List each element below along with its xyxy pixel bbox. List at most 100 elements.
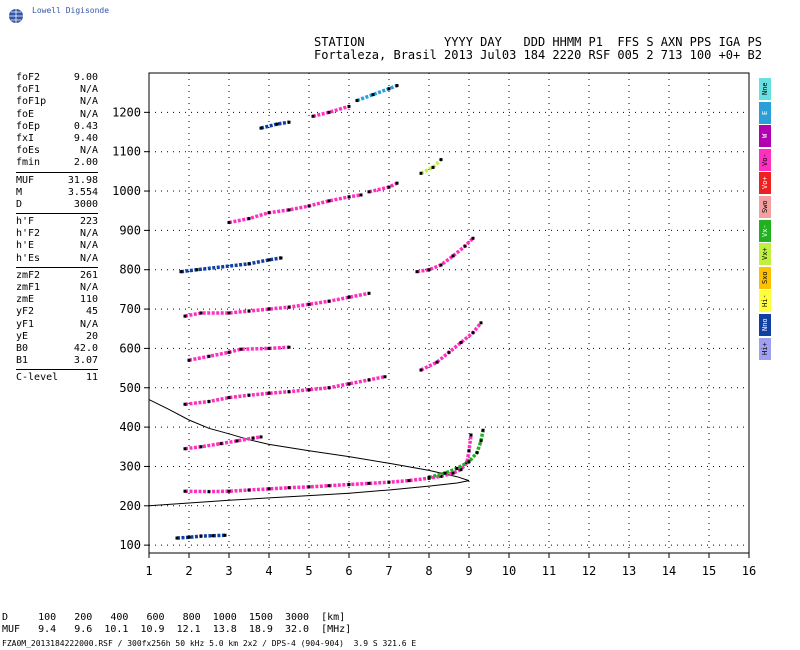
param-name: B0	[16, 342, 29, 354]
param-row: C-level 11	[2, 372, 98, 384]
param-value: N/A	[79, 228, 98, 240]
trace-point	[415, 270, 419, 274]
param-row: foE N/A	[2, 109, 98, 121]
trace-point	[275, 122, 279, 126]
param-separator	[16, 369, 98, 371]
trace-point	[311, 114, 315, 118]
trace-echo-470	[183, 374, 387, 407]
param-value: N/A	[79, 96, 98, 108]
trace-point	[251, 436, 255, 440]
trace-point	[327, 299, 331, 303]
legend-item-vx-: Vx-	[759, 219, 771, 242]
y-tick-label: 600	[119, 341, 141, 355]
param-name: zmF1	[16, 282, 41, 293]
trace-point	[207, 354, 211, 358]
trace-line	[184, 374, 386, 407]
curve-profile-lower	[148, 480, 470, 507]
legend-item-hi-: Hi+	[759, 337, 771, 360]
x-tick-label: 3	[225, 564, 232, 578]
x-tick-label: 15	[702, 564, 716, 578]
axis-ticks: 1 2 3 4 5 6 7 8 9 10 11 12 13 14 15 1610020030040050060…	[112, 105, 756, 578]
param-name: foF1p	[16, 96, 47, 108]
param-name: D	[16, 198, 23, 210]
param-value: 9.00	[73, 72, 98, 83]
trace-point	[387, 185, 391, 189]
muf-value-row: MUF 9.4 9.6 10.1 10.9 12.1 13.8 18.9 32.…	[2, 624, 352, 635]
trace-point	[467, 449, 471, 453]
trace-point	[475, 451, 479, 455]
trace-point	[407, 479, 411, 483]
trace-point	[183, 447, 187, 451]
legend-item-hi-: Hi-	[759, 290, 771, 313]
trace-e-echo	[175, 533, 227, 540]
param-name: zmF2	[16, 269, 41, 281]
trace-echo-920	[227, 193, 363, 225]
trace-point	[431, 165, 435, 169]
trace-point	[427, 475, 431, 479]
trace-point	[247, 262, 251, 266]
param-name: h'Es	[16, 252, 41, 264]
y-tick-label: 1100	[112, 145, 141, 159]
muf-table: D 100 200 400 600 800 1000 1500 3000 [km…	[2, 612, 351, 636]
trace-point	[481, 428, 485, 432]
trace-point	[267, 487, 271, 491]
param-row: B0 42.0	[2, 343, 98, 355]
header-line-2: Fortaleza, Brasil 2013 Jul03 184 2220 RS…	[314, 48, 762, 62]
param-value: N/A	[79, 318, 98, 330]
x-tick-label: 13	[622, 564, 636, 578]
x-tick-label: 9	[465, 564, 472, 578]
trace-point	[387, 480, 391, 484]
trace-point	[199, 534, 203, 538]
trace-point	[459, 468, 463, 472]
param-row: MUF 31.98	[2, 175, 98, 187]
param-value: N/A	[79, 108, 98, 120]
trace-point	[207, 490, 211, 494]
trace-echo-800	[179, 256, 283, 274]
trace-point	[287, 120, 291, 124]
logo-text: Lowell Digisonde	[32, 6, 110, 15]
param-value: N/A	[79, 145, 98, 157]
trace-point	[479, 321, 483, 325]
trace-point	[259, 435, 263, 439]
legend-item-vx-: Vx+	[759, 243, 771, 266]
trace-echo-1050-hi	[419, 158, 443, 175]
legend: Nne E W Vo- Vo+ Swo Vx- Vx+ Sxo Hi- Nno Hi+	[759, 78, 771, 361]
trace-point	[259, 126, 263, 130]
x-tick-label: 1	[145, 564, 152, 578]
x-tick-label: 4	[265, 564, 272, 578]
trace-echo-800-hi	[415, 236, 475, 274]
param-row: zmF2 261	[2, 270, 98, 282]
trace-point	[455, 466, 459, 470]
trace-point	[235, 439, 239, 443]
param-value: N/A	[79, 84, 98, 96]
x-tick-label: 8	[425, 564, 432, 578]
param-name: MUF	[16, 174, 35, 186]
y-tick-label: 400	[119, 420, 141, 434]
param-row: foF2 9.00	[2, 72, 98, 84]
plot-frame	[148, 72, 750, 554]
param-value: 0.43	[73, 120, 98, 132]
trace-echo-1250	[355, 83, 399, 103]
trace-point	[207, 400, 211, 404]
echo-traces	[175, 83, 485, 540]
param-value: 20	[85, 330, 98, 342]
trace-echo-690	[183, 291, 371, 318]
muf-distance-row: D 100 200 400 600 800 1000 1500 3000 [km…	[2, 612, 346, 623]
trace-point	[327, 199, 331, 203]
trace-point	[469, 433, 473, 437]
trace-point	[247, 309, 251, 313]
param-value: N/A	[79, 252, 98, 264]
param-row: foF1p N/A	[2, 96, 98, 108]
param-name: h'E	[16, 240, 35, 252]
param-name: yF1	[16, 318, 35, 330]
param-value: 2.00	[73, 157, 98, 169]
param-value: 45	[85, 306, 98, 318]
param-value: 3000	[73, 198, 98, 210]
trace-point	[327, 386, 331, 390]
trace-point	[419, 171, 423, 175]
trace-point	[479, 439, 483, 443]
trace-point	[239, 347, 243, 351]
trace-point	[175, 536, 179, 540]
trace-point	[227, 489, 231, 493]
param-row: h'Es N/A	[2, 253, 98, 265]
